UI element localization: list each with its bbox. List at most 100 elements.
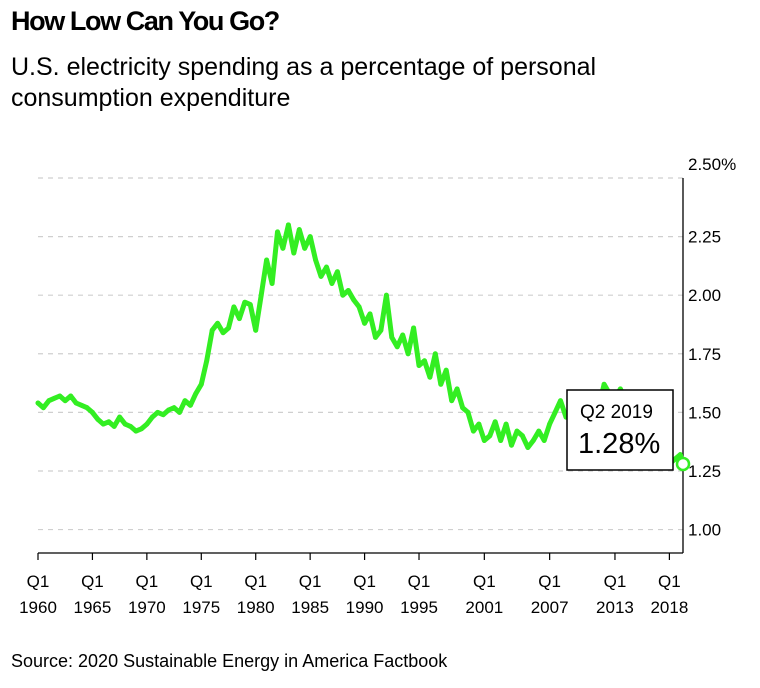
data-point	[520, 433, 525, 439]
data-point	[198, 381, 204, 387]
x-tick-year: 1975	[182, 598, 220, 617]
x-tick-year: 2007	[531, 598, 569, 617]
x-tick-quarter: Q1	[81, 572, 104, 591]
data-point	[514, 428, 520, 434]
data-point	[416, 363, 422, 368]
data-point	[558, 398, 563, 404]
y-tick-label: 2.25	[688, 228, 721, 247]
callout-box	[566, 389, 674, 471]
source-note: Source: 2020 Sustainable Energy in Ameri…	[11, 651, 448, 671]
data-point	[122, 421, 128, 427]
data-point	[677, 452, 683, 457]
data-point	[291, 250, 297, 256]
data-point	[236, 316, 242, 322]
x-tick-year: 1970	[128, 598, 166, 617]
data-point	[530, 438, 536, 443]
data-point	[247, 302, 253, 307]
data-point	[536, 428, 542, 434]
x-tick-year: 2001	[465, 598, 503, 617]
data-point	[95, 417, 101, 422]
data-point	[351, 297, 357, 303]
data-point	[373, 334, 378, 340]
data-point	[400, 332, 406, 338]
data-point	[182, 398, 188, 404]
latest-value-callout: Q2 2019 1.28%	[566, 389, 674, 471]
data-point	[128, 424, 133, 429]
x-tick-quarter: Q1	[658, 572, 681, 591]
y-tick-label: 1.50	[688, 403, 721, 422]
data-point	[405, 351, 411, 357]
data-point	[329, 281, 335, 286]
data-point	[275, 229, 280, 235]
data-point	[242, 299, 248, 305]
data-point	[552, 409, 558, 415]
data-point	[422, 358, 427, 364]
x-tick-year: 1990	[346, 598, 384, 617]
data-point	[503, 421, 509, 427]
data-point	[334, 269, 340, 275]
data-point	[57, 393, 63, 399]
x-tick-quarter: Q1	[136, 572, 159, 591]
data-point	[68, 393, 74, 399]
chart-title: How Low Can You Go?	[11, 6, 280, 36]
data-point	[160, 412, 166, 418]
data-point	[133, 428, 139, 434]
data-point	[111, 424, 117, 429]
data-point	[492, 419, 498, 425]
y-tick-label: 1.75	[688, 345, 721, 364]
data-point	[144, 421, 150, 427]
data-point	[62, 398, 68, 404]
data-point	[193, 391, 199, 397]
y-tick-label: 1.00	[688, 521, 721, 540]
data-point	[264, 257, 270, 263]
x-tick-year: 2013	[596, 598, 634, 617]
latest-value-marker	[675, 456, 691, 472]
x-tick-quarter: Q1	[244, 572, 267, 591]
data-point	[460, 405, 465, 411]
x-tick-year: 1960	[19, 598, 57, 617]
data-point	[356, 304, 362, 310]
y-tick-label: 2.00	[688, 286, 721, 305]
x-tick-year: 2018	[650, 598, 688, 617]
x-tick-year: 1980	[237, 598, 275, 617]
data-point	[269, 281, 275, 286]
data-point	[443, 367, 449, 373]
x-tick-quarter: Q1	[190, 572, 213, 591]
data-point	[313, 257, 318, 263]
data-point	[307, 234, 313, 239]
data-point	[465, 409, 471, 415]
data-point	[367, 311, 373, 317]
x-tick-year: 1965	[74, 598, 112, 617]
data-point	[362, 320, 367, 326]
data-point	[541, 438, 547, 443]
x-axis-ticks: Q1 1960 Q1 1965 Q1 1970 Q1 1975 Q1 1980 Q1 1985 Q1 19…	[19, 553, 688, 617]
data-point	[280, 245, 286, 251]
data-point	[471, 428, 476, 434]
x-tick-year: 1985	[291, 598, 329, 617]
data-point	[394, 344, 400, 350]
data-point	[51, 395, 57, 401]
data-point	[547, 421, 553, 427]
data-point	[258, 292, 264, 298]
data-point	[345, 288, 351, 293]
callout-label: Q2 2019	[580, 402, 653, 423]
data-point	[100, 421, 106, 427]
data-point	[481, 438, 487, 443]
data-point	[35, 400, 41, 406]
data-point	[340, 292, 346, 298]
y-axis-ticks: 2.50% 2.25 2.00 1.75 1.50 1.25 1.00	[688, 155, 736, 540]
data-point	[41, 405, 46, 411]
x-tick-quarter: Q1	[473, 572, 496, 591]
data-point	[209, 327, 215, 333]
gridlines	[38, 177, 683, 531]
x-tick-quarter: Q1	[408, 572, 431, 591]
data-point	[149, 414, 155, 420]
data-point	[215, 320, 221, 326]
data-point	[389, 334, 395, 340]
data-point	[46, 398, 52, 404]
data-point	[231, 304, 237, 310]
data-point	[302, 245, 308, 251]
data-point	[106, 419, 112, 425]
data-point	[449, 398, 455, 404]
y-tick-label: 2.50%	[688, 155, 736, 174]
